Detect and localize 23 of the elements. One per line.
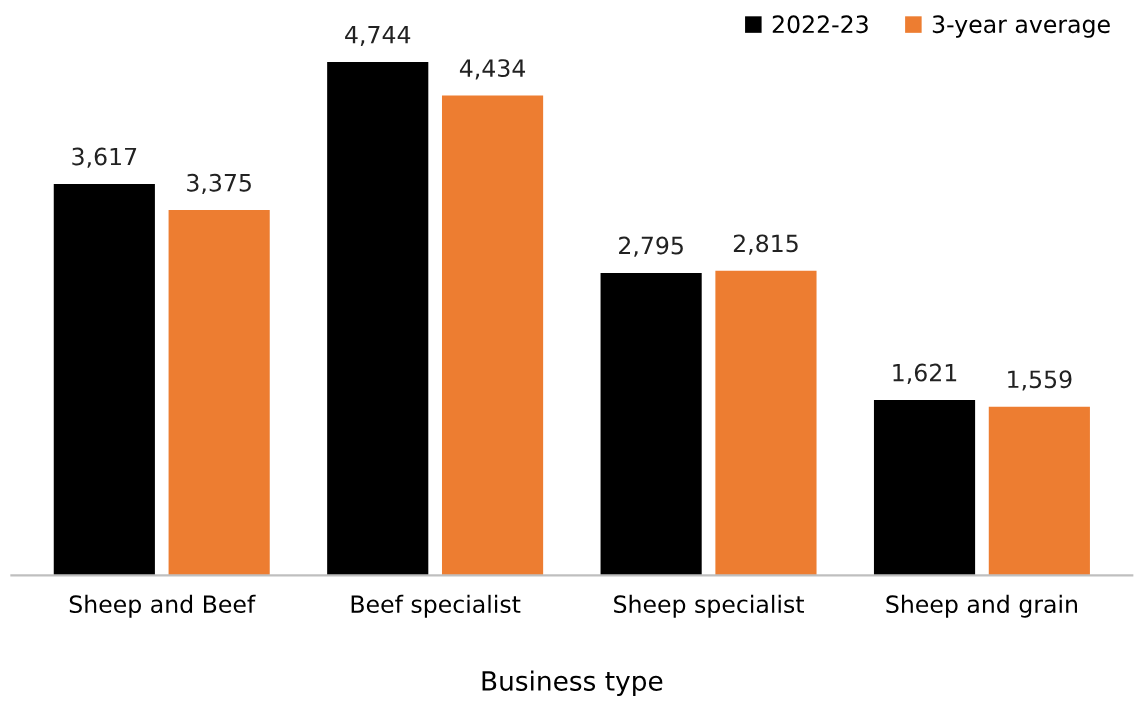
data-label: 1,559	[1008, 370, 1072, 391]
x-tick-label: Sheep and Beef	[69, 594, 256, 618]
data-label: 3,375	[187, 173, 251, 195]
bar	[873, 399, 976, 576]
bar	[53, 183, 155, 576]
x-axis-title: Business type	[482, 670, 663, 696]
data-label: 2,795	[619, 236, 683, 257]
data-label: 4,434	[459, 59, 526, 80]
data-label: 1,621	[893, 363, 957, 384]
bar	[988, 406, 1090, 576]
bar	[600, 272, 702, 576]
bar	[441, 95, 544, 576]
x-tick-label: Beef specialist	[351, 594, 521, 618]
data-label: 4,744	[345, 25, 411, 46]
data-label: 2,815	[733, 234, 798, 255]
data-label: 3,617	[72, 147, 137, 168]
legend-label: 3-year average	[932, 15, 1110, 38]
x-tick-label: Sheep specialist	[614, 594, 804, 618]
legend-label: 2022-23	[772, 15, 868, 34]
bar	[715, 270, 817, 576]
bar	[327, 61, 429, 576]
x-tick-label: Sheep and grain	[886, 594, 1077, 618]
bar	[168, 210, 270, 576]
